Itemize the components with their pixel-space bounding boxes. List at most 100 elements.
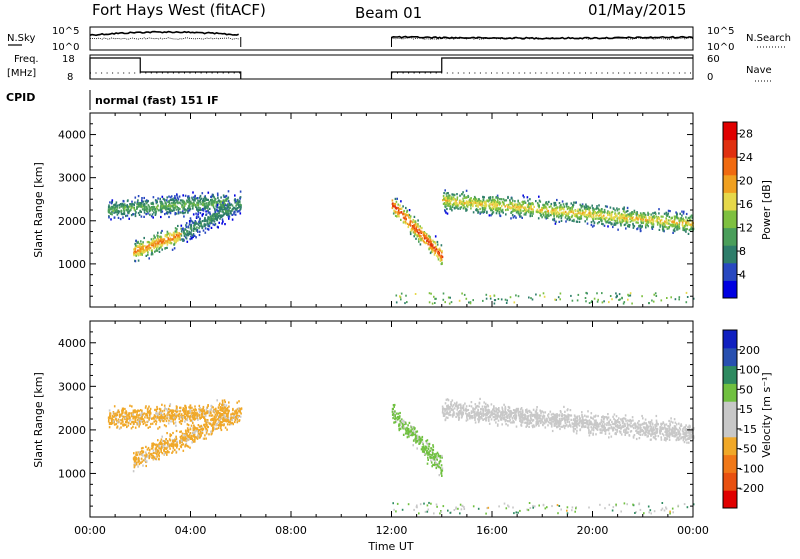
echo-cell xyxy=(164,405,166,407)
echo-cell xyxy=(209,204,211,206)
echo-cell xyxy=(150,412,152,414)
echo-cell xyxy=(160,216,162,218)
nave-point xyxy=(690,73,691,74)
echo-cell xyxy=(502,209,504,211)
echo-cell xyxy=(637,227,639,229)
echo-cell xyxy=(185,444,187,446)
echo-cell xyxy=(444,301,446,303)
echo-cell xyxy=(626,211,628,213)
echo-cell xyxy=(153,206,155,208)
nsky-right-tick-top: 10^5 xyxy=(707,26,734,37)
echo-cell xyxy=(563,212,565,214)
echo-cell xyxy=(193,429,195,431)
echo-cell xyxy=(142,421,144,423)
echo-cell xyxy=(133,204,135,206)
echo-cell xyxy=(131,412,133,414)
echo-cell xyxy=(226,210,228,212)
echo-cell xyxy=(617,229,619,231)
echo-cell xyxy=(440,455,442,457)
echo-cell xyxy=(204,220,206,222)
echo-cell xyxy=(235,214,237,216)
nave-point xyxy=(635,73,636,74)
echo-cell xyxy=(172,432,174,434)
echo-cell xyxy=(195,409,197,411)
echo-cell xyxy=(163,238,165,240)
echo-cell xyxy=(175,199,177,201)
echo-cell xyxy=(182,240,184,242)
echo-cell xyxy=(139,244,141,246)
echo-cell xyxy=(571,216,573,218)
echo-cell xyxy=(142,244,144,246)
echo-cell xyxy=(429,292,431,294)
echo-cell xyxy=(145,407,147,409)
echo-cell xyxy=(510,217,512,219)
echo-cell xyxy=(149,449,151,451)
echo-cell xyxy=(176,451,178,453)
echo-cell xyxy=(400,298,402,300)
echo-cell xyxy=(173,236,175,238)
echo-cell xyxy=(157,417,159,419)
echo-cell xyxy=(191,234,193,236)
echo-cell xyxy=(473,211,475,213)
echo-cell xyxy=(130,423,132,425)
echo-cell xyxy=(550,214,552,216)
echo-cell xyxy=(159,419,161,421)
echo-cell xyxy=(206,425,208,427)
echo-cell xyxy=(121,205,123,207)
echo-cell xyxy=(108,417,110,419)
nave-point xyxy=(508,73,509,74)
echo-cell xyxy=(216,428,218,430)
echo-cell xyxy=(405,207,407,209)
echo-cell xyxy=(514,209,516,211)
echo-cell xyxy=(149,410,151,412)
colorbar-tick-label: 20 xyxy=(739,175,753,188)
echo-cell xyxy=(496,201,498,203)
echo-cell xyxy=(138,202,140,204)
echo-cell xyxy=(121,210,123,212)
echo-cell xyxy=(633,211,635,213)
echo-cell xyxy=(559,221,561,223)
echo-cell xyxy=(194,419,196,421)
echo-cell xyxy=(141,246,143,248)
echo-cell xyxy=(427,459,429,461)
echo-cell xyxy=(235,409,237,411)
echo-cell xyxy=(669,220,671,222)
echo-cell xyxy=(403,420,405,422)
echo-cell xyxy=(188,412,190,414)
echo-cell xyxy=(160,202,162,204)
echo-cell xyxy=(445,197,447,199)
echo-cell xyxy=(145,206,147,208)
echo-cell xyxy=(112,199,114,201)
echo-cell xyxy=(120,426,122,428)
echo-cell xyxy=(503,198,505,200)
echo-cell xyxy=(148,452,150,454)
nave-point xyxy=(452,73,453,74)
nave-point xyxy=(486,73,487,74)
echo-cell xyxy=(136,206,138,208)
echo-cell xyxy=(184,205,186,207)
echo-cell xyxy=(418,226,420,228)
echo-cell xyxy=(676,214,678,216)
nave-point xyxy=(651,73,652,74)
echo-cell xyxy=(210,431,212,433)
echo-cell xyxy=(149,456,151,458)
echo-cell xyxy=(622,219,624,221)
echo-cell xyxy=(164,199,166,201)
echo-cell xyxy=(227,423,229,425)
echo-cell xyxy=(203,230,205,232)
echo-cell xyxy=(113,420,115,422)
echo-cell xyxy=(142,455,144,457)
echo-cell xyxy=(623,210,625,212)
echo-cell xyxy=(422,231,424,233)
echo-cell xyxy=(532,209,534,211)
echo-cell xyxy=(216,201,218,203)
echo-cell xyxy=(631,212,633,214)
echo-cell xyxy=(235,205,237,207)
echo-cell xyxy=(615,224,617,226)
echo-cell xyxy=(476,202,478,204)
echo-cell xyxy=(137,252,139,254)
echo-cell xyxy=(667,226,669,228)
echo-cell xyxy=(619,212,621,214)
nave-point xyxy=(463,73,464,74)
echo-cell xyxy=(175,413,177,415)
